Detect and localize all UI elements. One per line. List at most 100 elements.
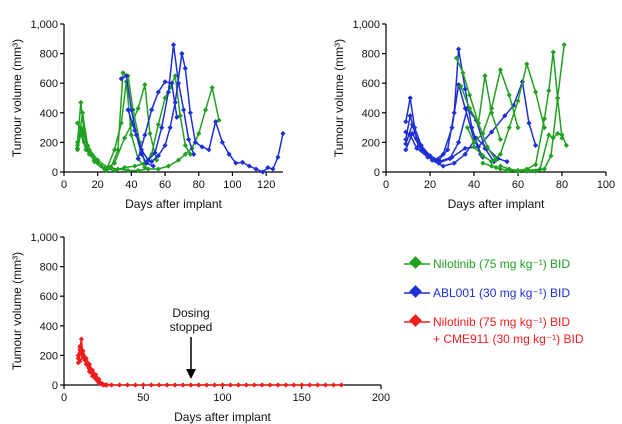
x-tick-label: 60 bbox=[512, 179, 524, 191]
data-point bbox=[196, 382, 202, 388]
data-point bbox=[555, 95, 561, 101]
y-tick-label: 1,000 bbox=[30, 232, 58, 244]
data-point bbox=[453, 55, 459, 61]
data-point bbox=[83, 361, 89, 367]
series-line bbox=[127, 43, 195, 161]
panel-bottom: 0 200 400 600 800 1,000 0 50 100 150 200 Days after… bbox=[10, 232, 390, 424]
dosing-annotation-line2: stopped bbox=[170, 320, 213, 334]
data-point bbox=[78, 99, 84, 106]
data-point bbox=[267, 382, 273, 388]
x-axis-label: Days after implant bbox=[125, 197, 222, 211]
data-point bbox=[169, 80, 175, 86]
series-line bbox=[76, 86, 220, 172]
data-point bbox=[174, 114, 180, 120]
data-point bbox=[475, 120, 481, 126]
x-tick-label: 100 bbox=[213, 392, 231, 404]
data-point bbox=[440, 151, 446, 157]
data-point bbox=[75, 352, 81, 358]
data-point bbox=[497, 151, 503, 157]
data-point bbox=[546, 132, 552, 138]
data-point bbox=[101, 165, 108, 171]
data-point bbox=[120, 70, 126, 76]
series-7 bbox=[458, 73, 503, 143]
x-tick-label: 40 bbox=[125, 179, 137, 191]
data-point bbox=[196, 130, 202, 137]
data-point bbox=[96, 376, 102, 382]
data-point bbox=[475, 144, 481, 150]
data-point bbox=[148, 382, 154, 388]
data-point bbox=[467, 92, 473, 98]
data-point bbox=[128, 132, 134, 138]
data-point bbox=[213, 119, 219, 125]
data-point bbox=[179, 51, 185, 57]
data-point bbox=[563, 142, 569, 148]
data-point bbox=[482, 73, 488, 79]
data-point bbox=[260, 169, 266, 175]
data-point bbox=[307, 382, 313, 388]
data-point bbox=[506, 166, 512, 172]
data-point bbox=[156, 382, 162, 388]
panel-top-right: 0 200 400 600 800 1,000 0 20 40 60 80 100 Days after… bbox=[332, 19, 615, 211]
data-point bbox=[524, 168, 530, 174]
data-point bbox=[155, 122, 161, 128]
data-point bbox=[159, 125, 165, 131]
data-point bbox=[533, 168, 539, 174]
dosing-annotation-line1: Dosing bbox=[172, 306, 209, 320]
data-point bbox=[118, 120, 124, 126]
y-tick-label: 800 bbox=[362, 49, 380, 61]
data-point bbox=[128, 107, 134, 113]
data-point bbox=[162, 79, 168, 85]
data-point bbox=[464, 125, 470, 131]
data-point bbox=[132, 127, 138, 134]
data-point bbox=[515, 125, 521, 131]
series-line bbox=[77, 338, 342, 386]
data-point bbox=[489, 105, 495, 111]
data-point bbox=[555, 130, 561, 137]
data-point bbox=[418, 147, 424, 153]
data-point bbox=[123, 73, 129, 79]
data-point bbox=[502, 113, 508, 119]
data-point bbox=[546, 88, 552, 94]
data-point bbox=[497, 67, 503, 73]
series-5 bbox=[74, 85, 222, 174]
y-axis-label: Tumour volume (mm³) bbox=[332, 39, 346, 157]
x-tick-label: 120 bbox=[257, 179, 275, 191]
legend-label-abl001: ABL001 (30 mg kg⁻¹) BID bbox=[433, 286, 570, 300]
data-point bbox=[484, 144, 490, 150]
x-tick-label: 20 bbox=[92, 179, 104, 191]
data-point bbox=[149, 159, 155, 165]
data-point bbox=[561, 42, 567, 48]
data-point bbox=[162, 95, 168, 101]
y-tick-label: 200 bbox=[362, 137, 380, 149]
data-point bbox=[462, 151, 468, 157]
data-point bbox=[199, 144, 205, 150]
data-point bbox=[80, 348, 86, 354]
legend-label-nilotinib: Nilotinib (75 mg kg⁻¹) BID bbox=[433, 257, 570, 271]
data-point bbox=[79, 127, 86, 134]
data-point bbox=[206, 147, 212, 153]
data-point bbox=[462, 86, 468, 92]
y-tick-label: 0 bbox=[52, 380, 58, 392]
series-7 bbox=[125, 42, 197, 163]
data-point bbox=[506, 125, 512, 131]
data-point bbox=[283, 382, 289, 388]
data-point bbox=[436, 159, 442, 165]
data-point bbox=[259, 382, 265, 388]
data-point bbox=[533, 89, 539, 95]
y-tick-label: 800 bbox=[40, 49, 58, 61]
y-tick-label: 0 bbox=[52, 167, 58, 179]
legend-entry-abl001: ABL001 (30 mg kg⁻¹) BID bbox=[404, 285, 570, 300]
y-axis-label: Tumour volume (mm³) bbox=[10, 252, 24, 370]
data-point bbox=[458, 83, 464, 89]
x-tick-label: 80 bbox=[556, 179, 568, 191]
y-tick-label: 600 bbox=[40, 78, 58, 90]
data-point bbox=[89, 373, 96, 379]
data-point bbox=[135, 167, 141, 174]
data-point bbox=[77, 343, 83, 350]
data-point bbox=[122, 135, 128, 141]
data-point bbox=[125, 167, 131, 174]
data-point bbox=[449, 125, 455, 131]
data-point bbox=[135, 156, 141, 162]
data-point bbox=[182, 142, 188, 148]
